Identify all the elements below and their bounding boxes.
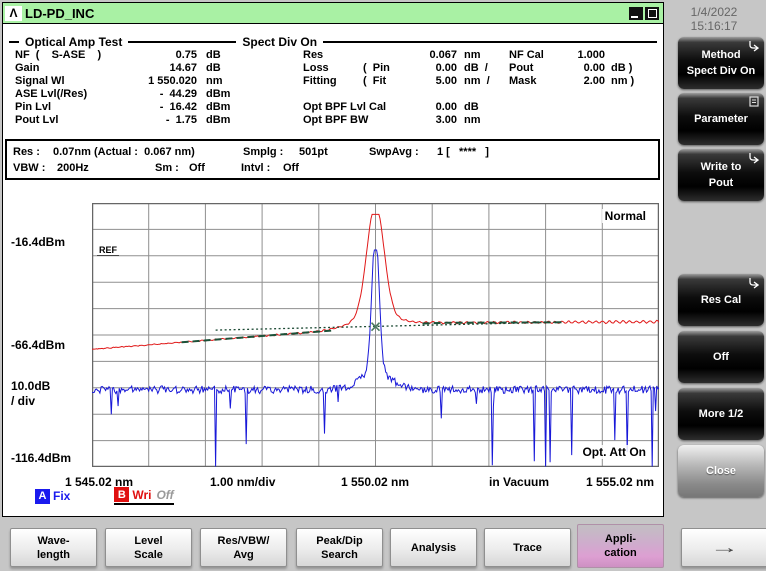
bottom-menu-bar: Wave-length LevelScale Res/VBW/Avg Peak/… xyxy=(0,524,766,571)
softkey-write-to-pout[interactable]: Write to Pout xyxy=(678,149,764,201)
x-vacuum-label: in Vacuum xyxy=(489,475,549,489)
menu-trace[interactable]: Trace xyxy=(484,528,571,567)
softkey-method[interactable]: Method Spect Div On xyxy=(678,37,764,89)
spectrum-svg xyxy=(92,203,659,467)
y-label-bottom: -116.4dBm xyxy=(11,451,71,465)
y-label-ref: -16.4dBm xyxy=(11,235,65,249)
trace-a-mode: Fix xyxy=(53,489,70,503)
section-title: Optical Amp Test xyxy=(25,35,122,49)
swpavg-value: 1 [ **** ] xyxy=(437,146,489,158)
trace-b-mode: Wri xyxy=(132,488,151,502)
dialog-icon xyxy=(749,96,759,112)
trace-b-state: Off xyxy=(156,488,173,502)
softkey-panel: 1/4/2022 15:16:17 Method Spect Div On Pa… xyxy=(666,0,766,571)
menu-application[interactable]: Appli-cation xyxy=(577,524,664,568)
divider xyxy=(323,41,657,43)
divider xyxy=(9,41,19,43)
smplg-label: Smplg : xyxy=(243,146,299,158)
param-row-bpf-bw: Opt BPF BW3.00nm xyxy=(303,114,509,127)
instrument-screen: Λ LD-PD_INC Optical Amp Test Spect Div O… xyxy=(2,2,664,517)
swpavg-label: SwpAvg : xyxy=(369,146,437,158)
osa-application-window: { "titlebar": { "logo": "Λ", "title": "L… xyxy=(0,0,766,571)
x-tick-stop: 1 555.02 nm xyxy=(586,475,654,489)
anritsu-logo-icon: Λ xyxy=(5,6,22,21)
plot-area xyxy=(92,203,659,467)
y-label-mid: -66.4dBm xyxy=(11,338,65,352)
trace-mode-label: Normal xyxy=(602,209,649,223)
param-row-signal-wl: Signal Wl1 550.020nm xyxy=(15,75,237,88)
res-label: Res : xyxy=(13,146,53,158)
y-scale-line2: / div xyxy=(11,394,35,408)
trace-b-group: B Wri Off xyxy=(114,487,173,505)
menu-next-page[interactable]: → xyxy=(681,528,766,567)
sweep-status-box: Res : 0.07nm (Actual : 0.067 nm) Smplg :… xyxy=(5,139,660,180)
trace-status-row: A Fix B Wri Off xyxy=(35,487,174,505)
maximize-icon[interactable] xyxy=(645,7,659,20)
x-scale-label: 1.00 nm/div xyxy=(210,475,275,489)
trace-a-badge[interactable]: A xyxy=(35,489,50,504)
param-row-nf: NF ( S-ASE )0.75dB xyxy=(15,49,237,62)
y-scale-line1: 10.0dB xyxy=(11,379,50,393)
datetime-display: 1/4/2022 15:16:17 xyxy=(666,5,762,33)
param-row-ase-lvl: ASE Lvl(/Res)- 44.29dBm xyxy=(15,88,237,101)
menu-peak-dip-search[interactable]: Peak/DipSearch xyxy=(296,528,383,567)
right-arrow-icon: → xyxy=(710,541,739,555)
section-mode: Spect Div On xyxy=(242,35,317,49)
section-header: Optical Amp Test Spect Div On xyxy=(9,35,657,49)
menu-analysis[interactable]: Analysis xyxy=(390,528,477,567)
menu-wavelength[interactable]: Wave-length xyxy=(10,528,97,567)
divider xyxy=(128,41,236,43)
softkey-more[interactable]: More 1/2 xyxy=(678,388,764,440)
x-tick-center: 1 550.02 nm xyxy=(341,475,409,489)
date-text: 1/4/2022 xyxy=(666,5,762,19)
softkey-res-cal[interactable]: Res Cal xyxy=(678,274,764,326)
opt-att-on-label: Opt. Att On xyxy=(579,445,649,459)
submenu-arrow-icon xyxy=(747,277,759,294)
intvl-value: Off xyxy=(283,162,299,174)
time-text: 15:16:17 xyxy=(666,19,762,33)
minimize-icon[interactable] xyxy=(629,7,643,20)
param-row-loss: Loss( Pin0.00dB /Pout0.00dB ) xyxy=(303,62,641,75)
param-row-fitting: Fitting( Fit5.00nm /Mask2.00nm ) xyxy=(303,75,641,88)
res-value: 0.07nm (Actual : 0.067 nm) xyxy=(53,146,243,158)
param-row-res: Res0.067nmNF Cal1.000 xyxy=(303,49,641,62)
softkey-parameter[interactable]: Parameter xyxy=(678,93,764,145)
ref-marker-label: REF xyxy=(97,245,119,256)
spectrum-chart: -16.4dBm -66.4dBm 10.0dB / div -116.4dBm… xyxy=(3,183,665,518)
softkey-close[interactable]: Close xyxy=(678,445,764,497)
param-row-gain: Gain14.67dB xyxy=(15,62,237,75)
vbw-label: VBW : xyxy=(13,162,57,174)
intvl-label: Intvl : xyxy=(241,162,283,174)
window-title: LD-PD_INC xyxy=(25,6,94,21)
smplg-value: 501pt xyxy=(299,146,369,158)
param-row-pin-lvl: Pin Lvl- 16.42dBm xyxy=(15,101,237,114)
sm-value: Off xyxy=(189,162,241,174)
param-row-bpf-lvl-cal: Opt BPF Lvl Cal0.00dB xyxy=(303,101,509,114)
menu-res-vbw-avg[interactable]: Res/VBW/Avg xyxy=(200,528,287,567)
menu-level-scale[interactable]: LevelScale xyxy=(105,528,192,567)
title-bar: Λ LD-PD_INC xyxy=(3,3,663,24)
submenu-arrow-icon xyxy=(747,152,759,169)
vbw-value: 200Hz xyxy=(57,162,155,174)
sm-label: Sm : xyxy=(155,162,189,174)
softkey-off[interactable]: Off xyxy=(678,331,764,383)
trace-b-badge[interactable]: B xyxy=(114,487,129,502)
param-row-pout-lvl: Pout Lvl- 1.75dBm xyxy=(15,114,237,127)
submenu-arrow-icon xyxy=(747,40,759,57)
